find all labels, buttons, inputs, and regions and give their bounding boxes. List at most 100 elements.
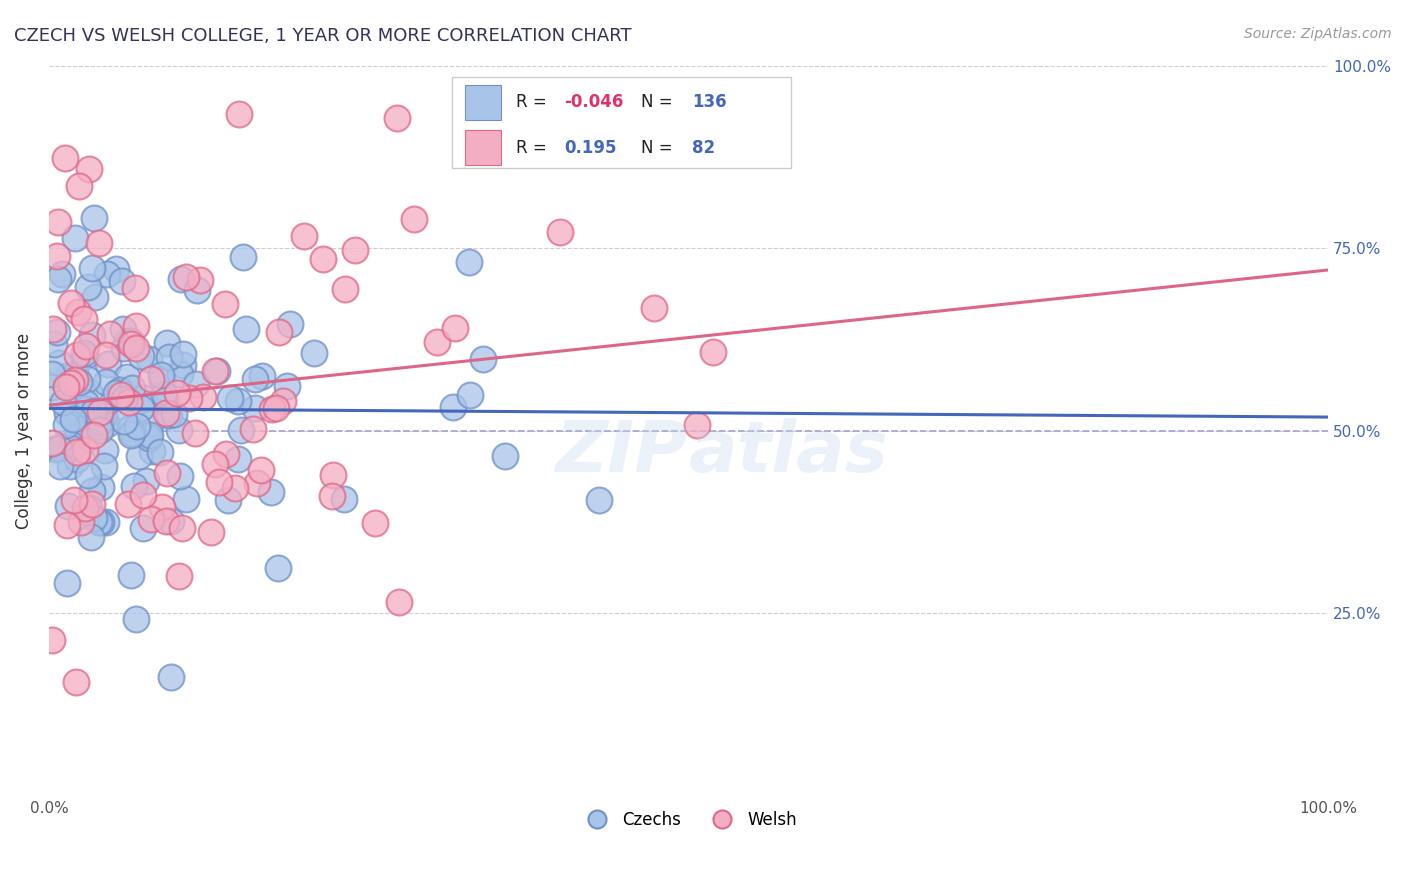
Point xyxy=(63,373,86,387)
Point xyxy=(149,445,172,459)
Point xyxy=(56,575,79,590)
Point xyxy=(169,468,191,483)
Point xyxy=(141,372,163,386)
Point xyxy=(139,511,162,525)
Point xyxy=(115,370,138,384)
Point xyxy=(217,493,239,508)
Point xyxy=(48,356,70,370)
Point xyxy=(65,231,87,245)
Point xyxy=(118,420,141,434)
FancyBboxPatch shape xyxy=(465,130,501,165)
Point xyxy=(45,249,67,263)
Point xyxy=(686,418,709,433)
Point xyxy=(344,243,367,257)
Point xyxy=(107,385,129,400)
Point xyxy=(70,515,93,529)
Point xyxy=(186,283,208,297)
Point xyxy=(259,485,281,500)
Point xyxy=(214,447,236,461)
Point xyxy=(127,418,149,433)
Point xyxy=(276,379,298,393)
Point xyxy=(229,423,252,437)
FancyBboxPatch shape xyxy=(451,77,792,168)
Point xyxy=(69,375,91,389)
Y-axis label: College, 1 year or more: College, 1 year or more xyxy=(15,333,32,529)
Point xyxy=(112,392,135,406)
Point xyxy=(184,425,207,440)
Point xyxy=(46,325,69,339)
Point xyxy=(204,457,226,471)
Point xyxy=(271,393,294,408)
Point xyxy=(124,281,146,295)
Point xyxy=(73,346,96,360)
Point xyxy=(471,352,494,367)
Point xyxy=(135,474,157,488)
Point xyxy=(150,373,173,387)
Point xyxy=(157,351,180,365)
Point xyxy=(312,252,335,266)
Point xyxy=(278,318,301,332)
Point xyxy=(111,322,134,336)
Point xyxy=(172,358,194,372)
Point xyxy=(77,280,100,294)
Point xyxy=(159,409,181,423)
Point xyxy=(55,406,77,420)
Point xyxy=(232,251,254,265)
Point xyxy=(117,497,139,511)
Point xyxy=(159,670,181,684)
Point xyxy=(169,569,191,583)
Point xyxy=(132,392,155,406)
Text: N =: N = xyxy=(641,139,678,157)
Point xyxy=(125,341,148,355)
Point xyxy=(72,424,94,438)
Point xyxy=(84,290,107,304)
Point xyxy=(94,442,117,457)
Point xyxy=(80,497,103,511)
Point xyxy=(55,380,77,394)
Point xyxy=(75,396,97,410)
Point xyxy=(67,304,90,318)
Point xyxy=(155,406,177,420)
Point xyxy=(41,436,63,450)
Point xyxy=(160,514,183,528)
Point xyxy=(120,334,142,349)
Legend: Czechs, Welsh: Czechs, Welsh xyxy=(574,804,804,835)
Point xyxy=(58,458,80,473)
Point xyxy=(73,501,96,516)
Point xyxy=(75,339,97,353)
Point xyxy=(246,475,269,490)
Point xyxy=(138,351,160,366)
Point xyxy=(125,612,148,626)
Point xyxy=(200,525,222,540)
Point xyxy=(387,111,409,125)
Point xyxy=(226,394,249,409)
Point xyxy=(62,411,84,425)
Point xyxy=(204,364,226,378)
Point xyxy=(42,322,65,336)
Point xyxy=(242,422,264,436)
Point xyxy=(89,419,111,434)
Point xyxy=(170,272,193,286)
Point xyxy=(243,401,266,415)
Point xyxy=(163,407,186,421)
Point xyxy=(94,515,117,529)
Point xyxy=(76,372,98,386)
Point xyxy=(66,347,89,361)
Point xyxy=(89,415,111,429)
Point xyxy=(46,215,69,229)
Point xyxy=(65,368,87,382)
Point xyxy=(321,489,343,503)
Point xyxy=(224,481,246,495)
Point xyxy=(138,431,160,445)
Point xyxy=(67,411,90,425)
Point xyxy=(90,480,112,494)
Point xyxy=(264,401,287,416)
Point xyxy=(267,561,290,575)
Point xyxy=(125,318,148,333)
Point xyxy=(458,254,481,268)
Point xyxy=(111,274,134,288)
Point xyxy=(41,368,63,382)
Point xyxy=(218,391,240,405)
Point xyxy=(73,311,96,326)
Point xyxy=(87,516,110,530)
